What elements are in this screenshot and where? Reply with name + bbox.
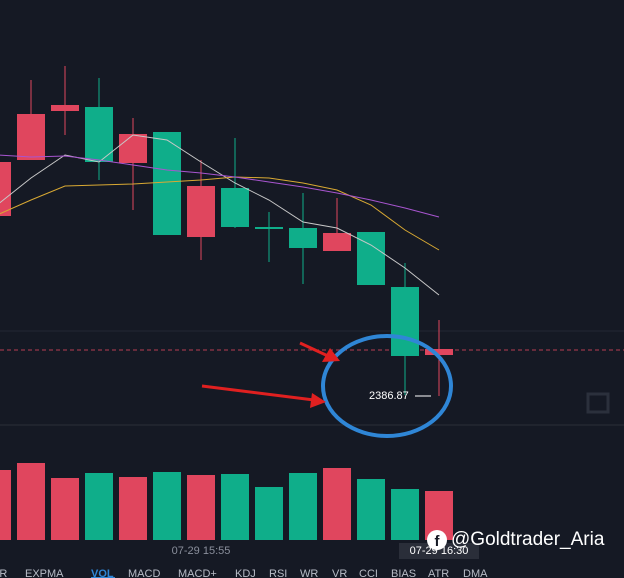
candle-body bbox=[51, 105, 79, 111]
faint-icon bbox=[586, 392, 610, 414]
indicator-tab[interactable]: VR bbox=[332, 568, 347, 578]
candle-body bbox=[0, 162, 11, 216]
indicator-tab[interactable]: RSI bbox=[269, 568, 287, 578]
price-panel: 2386.87 07-29 15:55 07-29 16:30 bbox=[0, 66, 624, 559]
indicator-tabs: AR EXPMA VOL MACD MACD+ KDJ RSI WR VR CCI BIAS ATR D… bbox=[0, 568, 488, 578]
moving-average bbox=[0, 154, 440, 218]
arrow bbox=[201, 384, 315, 402]
volume-bar bbox=[153, 472, 181, 540]
candle-body bbox=[221, 188, 249, 227]
volume-bar bbox=[255, 487, 283, 540]
indicator-tab[interactable]: DMA bbox=[463, 568, 488, 578]
indicator-tab[interactable]: BIAS bbox=[391, 568, 416, 578]
volume-bar bbox=[17, 463, 45, 540]
time-label-box bbox=[399, 543, 479, 559]
volume-panel bbox=[0, 463, 453, 540]
candle-body bbox=[187, 186, 215, 237]
time-label: 07-29 16:30 bbox=[410, 545, 469, 557]
volume-bar bbox=[323, 468, 351, 540]
time-label: 07-29 15:55 bbox=[172, 545, 231, 557]
fb-icon bbox=[427, 530, 447, 550]
watermark-text: @Goldtrader_Aria bbox=[451, 529, 605, 550]
volume-bar bbox=[187, 475, 215, 540]
candle-body bbox=[85, 107, 113, 162]
volume-bar bbox=[0, 470, 11, 540]
arrow bbox=[299, 341, 329, 358]
candle-body bbox=[289, 228, 317, 248]
highlight-circle bbox=[321, 334, 453, 438]
indicator-tab[interactable]: ATR bbox=[428, 568, 449, 578]
indicator-tab[interactable]: EXPMA bbox=[25, 568, 64, 578]
indicator-tab[interactable]: KDJ bbox=[235, 568, 256, 578]
volume-bar bbox=[289, 473, 317, 540]
arrow-head bbox=[310, 393, 326, 408]
watermark: f @Goldtrader_Aria bbox=[427, 529, 605, 550]
indicator-tab[interactable]: VOL bbox=[91, 568, 114, 578]
low-label: 2386.87 bbox=[369, 390, 409, 402]
indicator-tab[interactable]: MACD bbox=[128, 568, 160, 578]
indicator-tab[interactable]: CCI bbox=[359, 568, 378, 578]
indicator-tab[interactable]: WR bbox=[300, 568, 318, 578]
candle-body bbox=[17, 114, 45, 160]
candle-body bbox=[153, 132, 181, 235]
volume-bar bbox=[391, 489, 419, 540]
volume-bar bbox=[357, 479, 385, 540]
volume-bar bbox=[85, 473, 113, 540]
candle-body bbox=[119, 134, 147, 163]
annotations bbox=[201, 334, 453, 438]
moving-average bbox=[0, 176, 440, 251]
candle-body bbox=[425, 349, 453, 355]
volume-bar bbox=[51, 478, 79, 540]
volume-bar bbox=[221, 474, 249, 540]
indicator-tab[interactable]: MACD+ bbox=[178, 568, 217, 578]
indicator-tab[interactable]: AR bbox=[0, 568, 7, 578]
candle-body bbox=[391, 287, 419, 356]
candle-body bbox=[255, 227, 283, 229]
fb-icon-letter: f bbox=[435, 533, 441, 550]
volume-bar bbox=[119, 477, 147, 540]
candle-body bbox=[323, 233, 351, 251]
arrow-head bbox=[322, 348, 340, 362]
